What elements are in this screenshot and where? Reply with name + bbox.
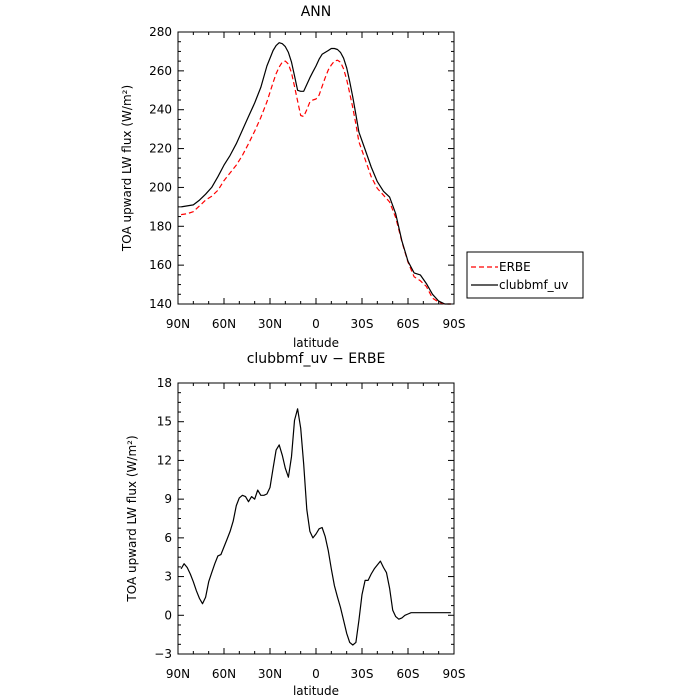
y-axis-label: TOA upward LW flux (W/m²) xyxy=(125,435,139,602)
x-tick-label: 0 xyxy=(312,317,320,331)
x-tick-label: 90S xyxy=(443,317,466,331)
x-tick-label: 60S xyxy=(397,667,420,681)
x-tick-label: 90N xyxy=(166,667,190,681)
legend: ERBE clubbmf_uv xyxy=(466,251,584,299)
y-tick-label: 9 xyxy=(164,492,172,506)
x-tick-label: 60N xyxy=(212,667,236,681)
y-tick-label: 240 xyxy=(149,103,172,117)
y-tick-label: 12 xyxy=(157,453,172,467)
y-tick-label: 260 xyxy=(149,64,172,78)
y-tick-label: 160 xyxy=(149,258,172,272)
x-tick-label: 0 xyxy=(312,667,320,681)
chart-title: ANN xyxy=(301,4,332,20)
x-tick-label: 30S xyxy=(351,317,374,331)
legend-entry-label: ERBE xyxy=(499,260,531,274)
y-axis-label: TOA upward LW flux (W/m²) xyxy=(120,85,134,252)
x-tick-label: 30S xyxy=(351,667,374,681)
x-tick-label: 60N xyxy=(212,317,236,331)
y-tick-label: 6 xyxy=(164,531,172,545)
plot-frame xyxy=(177,382,455,655)
chart-title: clubbmf_uv − ERBE xyxy=(247,351,386,367)
y-tick-label: −3 xyxy=(154,647,172,661)
y-tick-label: 0 xyxy=(164,608,172,622)
x-tick-label: 60S xyxy=(397,317,420,331)
clubbmf-uv-line xyxy=(181,42,451,305)
y-tick-label: 15 xyxy=(157,415,172,429)
x-axis-label: latitude xyxy=(293,336,339,350)
x-tick-label: 90S xyxy=(443,667,466,681)
erbe-line xyxy=(181,59,451,305)
y-tick-label: 140 xyxy=(149,297,172,311)
y-tick-label: 280 xyxy=(149,25,172,39)
bottom-panel: clubbmf_uv − ERBE 90N 60N 30N 0 30S 60S 90S −3 0 3… xyxy=(125,351,465,698)
top-panel: ANN 90N 60N 30N 0 30S 60S 90S 140 160 180 200 220 240… xyxy=(120,4,465,350)
difference-line xyxy=(180,408,451,646)
legend-box xyxy=(466,251,584,299)
x-tick-label: 30N xyxy=(258,667,282,681)
y-tick-label: 18 xyxy=(157,376,172,390)
y-tick-label: 220 xyxy=(149,142,172,156)
x-tick-label: 90N xyxy=(166,317,190,331)
legend-entry-label: clubbmf_uv xyxy=(499,278,568,292)
x-axis-label: latitude xyxy=(293,684,339,698)
y-tick-label: 180 xyxy=(149,219,172,233)
plot-frame xyxy=(177,31,455,305)
x-tick-label: 30N xyxy=(258,317,282,331)
y-tick-label: 3 xyxy=(164,570,172,584)
y-tick-label: 200 xyxy=(149,180,172,194)
